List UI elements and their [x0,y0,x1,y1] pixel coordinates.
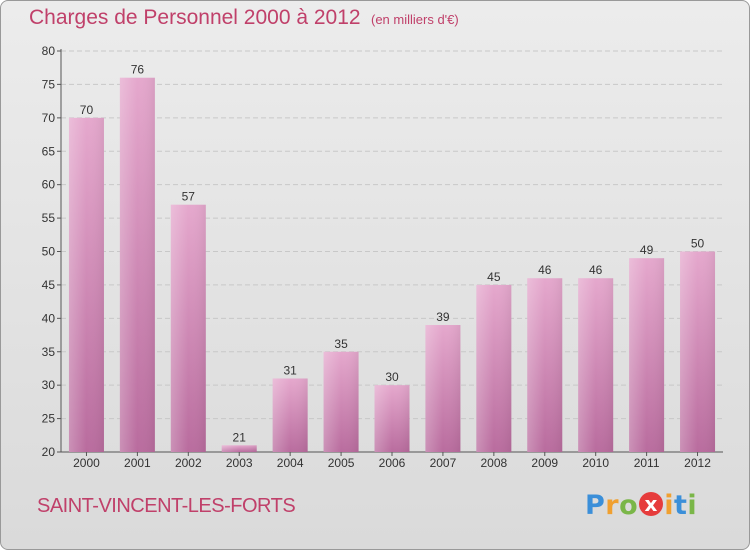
logo-letter-t: t [673,490,688,521]
logo-letter-i: i [664,490,674,521]
value-label-2008: 45 [487,270,501,284]
y-tick-label: 30 [42,378,56,392]
y-tick-label: 45 [42,278,56,292]
x-tick-label-2008: 2008 [480,456,507,470]
value-label-2011: 49 [640,243,654,257]
bar-shine-2012 [680,251,716,452]
x-tick-label-2011: 2011 [634,456,660,470]
y-tick-label: 70 [42,111,56,125]
x-tick-label-2003: 2003 [226,456,253,470]
logo-letter-r: r [605,490,620,521]
x-tick-label-2007: 2007 [430,456,457,470]
logo-letter-o: o [619,490,639,521]
bar-shine-2002 [170,204,206,452]
y-tick-label: 50 [42,245,56,259]
bars [68,77,716,452]
bar-shine-2003 [221,445,257,452]
bar-shine-2001 [119,77,155,452]
bar-shine-2004 [272,378,308,452]
value-label-2002: 57 [182,190,196,204]
x-tick-label-2004: 2004 [277,456,304,470]
y-tick-label: 55 [42,211,56,225]
chart-title: Charges de Personnel 2000 à 2012 [29,6,361,29]
chart-subtitle: (en milliers d'€) [371,12,459,27]
grid-lines [61,50,723,420]
bar-shine-2009 [527,278,563,452]
logo-letter-P: P [585,490,606,521]
x-tick-label-2009: 2009 [531,456,558,470]
bar-shine-2007 [425,325,461,452]
value-label-2005: 35 [334,337,348,351]
value-label-2007: 39 [436,310,450,324]
value-label-2012: 50 [691,237,705,251]
x-tick-label-2005: 2005 [328,456,355,470]
y-tick-label: 35 [42,345,56,359]
bar-shine-2000 [68,117,104,452]
labels: 20 25 30 35 40 45 50 55 60 65 70 75 80 70 2000 76 2001 57… [42,44,712,470]
y-tick-label: 20 [42,445,56,459]
bar-shine-2010 [578,278,614,452]
x-tick-label-2012: 2012 [684,456,711,470]
x-tick-label-2010: 2010 [582,456,609,470]
bar-shine-2005 [323,351,359,452]
value-label-2000: 70 [80,103,94,117]
value-label-2006: 30 [385,370,399,384]
value-label-2003: 21 [233,430,247,444]
x-tick-label-2006: 2006 [379,456,406,470]
x-tick-label-2002: 2002 [175,456,202,470]
y-tick-label: 25 [42,412,56,426]
logo-letter-i: i [687,490,698,521]
bar-shine-2008 [476,284,512,452]
logo-letter-x: x [639,492,664,516]
value-label-2004: 31 [283,363,297,377]
y-tick-label: 65 [42,144,56,158]
y-tick-label: 60 [42,178,56,192]
value-label-2001: 76 [131,63,145,77]
location-label: SAINT-VINCENT-LES-FORTS [37,495,296,517]
y-tick-label: 80 [42,44,56,58]
bar-shine-2006 [374,385,410,452]
proxiti-logo[interactable]: Pro x iti [585,490,697,521]
value-label-2010: 46 [589,263,603,277]
x-tick-label-2000: 2000 [73,456,100,470]
y-tick-label: 75 [42,77,56,91]
value-label-2009: 46 [538,263,552,277]
y-tick-label: 40 [42,311,56,325]
bar-shine-2011 [629,258,665,452]
x-tick-label-2001: 2001 [124,456,151,470]
